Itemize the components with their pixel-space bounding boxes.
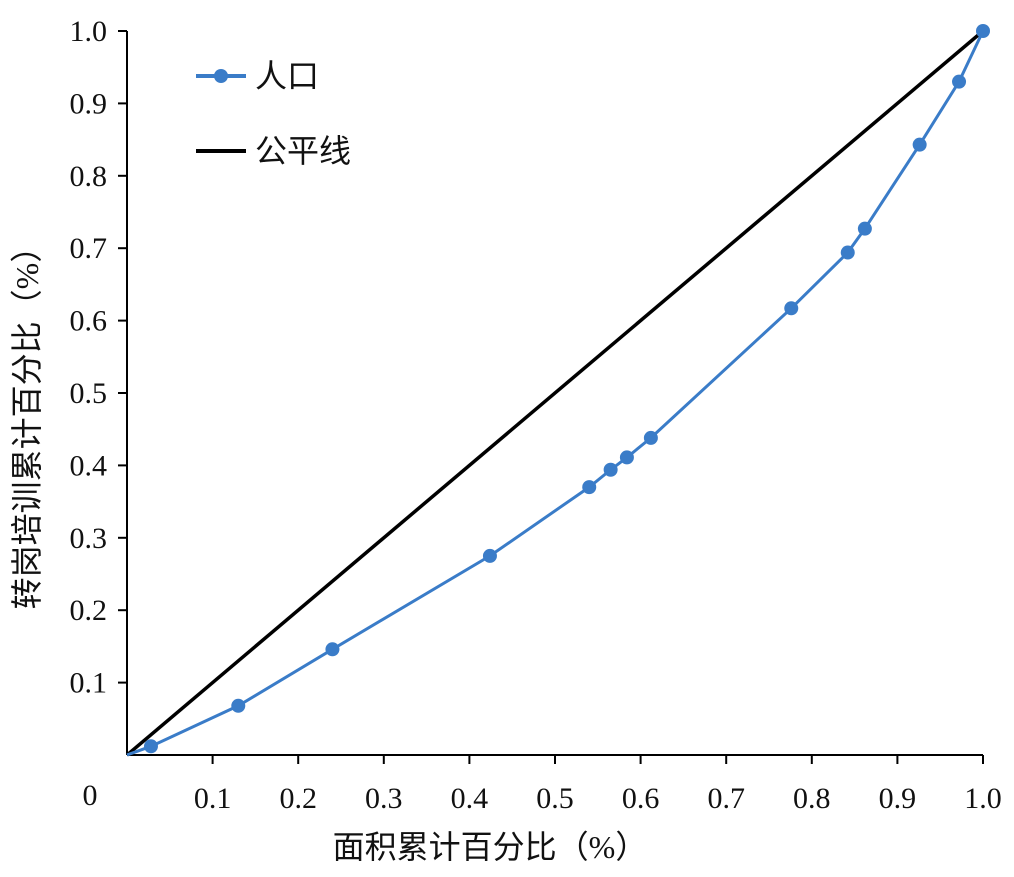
x-tick-label: 0.4 bbox=[451, 782, 489, 815]
legend-equality-label: 公平线 bbox=[255, 133, 351, 169]
x-tick-label: 0.5 bbox=[536, 782, 574, 815]
population-data-point bbox=[784, 301, 799, 316]
y-tick-label: 0.7 bbox=[70, 232, 108, 265]
population-data-point bbox=[643, 430, 658, 445]
x-axis-ticks: 0.1 0.2 0.3 0.4 0.5 0.6 0.7 0.8 0.9 1.0 bbox=[194, 755, 1002, 815]
x-tick-label: 0.2 bbox=[279, 782, 317, 815]
x-tick-label: 1.0 bbox=[964, 782, 1002, 815]
y-tick-label: 0.8 bbox=[70, 160, 108, 193]
axes: 0.1 0.2 0.3 0.4 0.5 0.6 0.7 0.8 0.9 1.0 0.1 0.2 0.3… bbox=[70, 15, 1002, 815]
population-data-point bbox=[912, 137, 927, 152]
population-data-point bbox=[325, 642, 340, 657]
x-tick-label: 0.3 bbox=[365, 782, 403, 815]
y-axis-ticks: 0.1 0.2 0.3 0.4 0.5 0.6 0.7 0.8 0.9 1.0 bbox=[70, 15, 127, 700]
population-data-point bbox=[231, 698, 246, 713]
y-tick-label: 0.9 bbox=[70, 87, 108, 120]
population-data-point bbox=[840, 245, 855, 260]
population-data-point bbox=[976, 24, 990, 38]
population-data-point bbox=[582, 480, 597, 495]
legend-item-population: 人口 bbox=[196, 58, 319, 94]
x-tick-label: 0.7 bbox=[707, 782, 745, 815]
y-tick-label: 0.3 bbox=[70, 522, 108, 555]
legend-population-marker bbox=[214, 69, 228, 83]
population-data-point bbox=[619, 450, 634, 465]
population-data-point bbox=[952, 74, 967, 89]
origin-label: 0 bbox=[83, 779, 98, 812]
legend: 人口 公平线 bbox=[196, 58, 351, 169]
legend-population-label: 人口 bbox=[255, 58, 319, 94]
y-tick-label: 0.2 bbox=[70, 594, 108, 627]
x-tick-label: 0.6 bbox=[622, 782, 660, 815]
population-data-point bbox=[482, 548, 497, 563]
y-tick-label: 0.6 bbox=[70, 305, 108, 338]
population-data-point bbox=[143, 739, 158, 754]
x-tick-label: 0.9 bbox=[879, 782, 917, 815]
y-axis-title: 转岗培训累计百分比（%） bbox=[9, 231, 45, 610]
y-tick-label: 0.5 bbox=[70, 377, 108, 410]
y-tick-label: 1.0 bbox=[70, 15, 108, 48]
series-equality-line bbox=[125, 29, 985, 757]
y-tick-label: 0.1 bbox=[70, 667, 108, 700]
legend-item-equality-line: 公平线 bbox=[196, 133, 351, 169]
x-tick-label: 0.8 bbox=[793, 782, 831, 815]
population-data-point bbox=[603, 462, 618, 477]
series-layer bbox=[125, 24, 990, 757]
x-tick-label: 0.1 bbox=[194, 782, 232, 815]
population-data-point bbox=[857, 221, 872, 236]
x-axis-title: 面积累计百分比（%） bbox=[333, 829, 648, 865]
y-tick-label: 0.4 bbox=[70, 449, 108, 482]
